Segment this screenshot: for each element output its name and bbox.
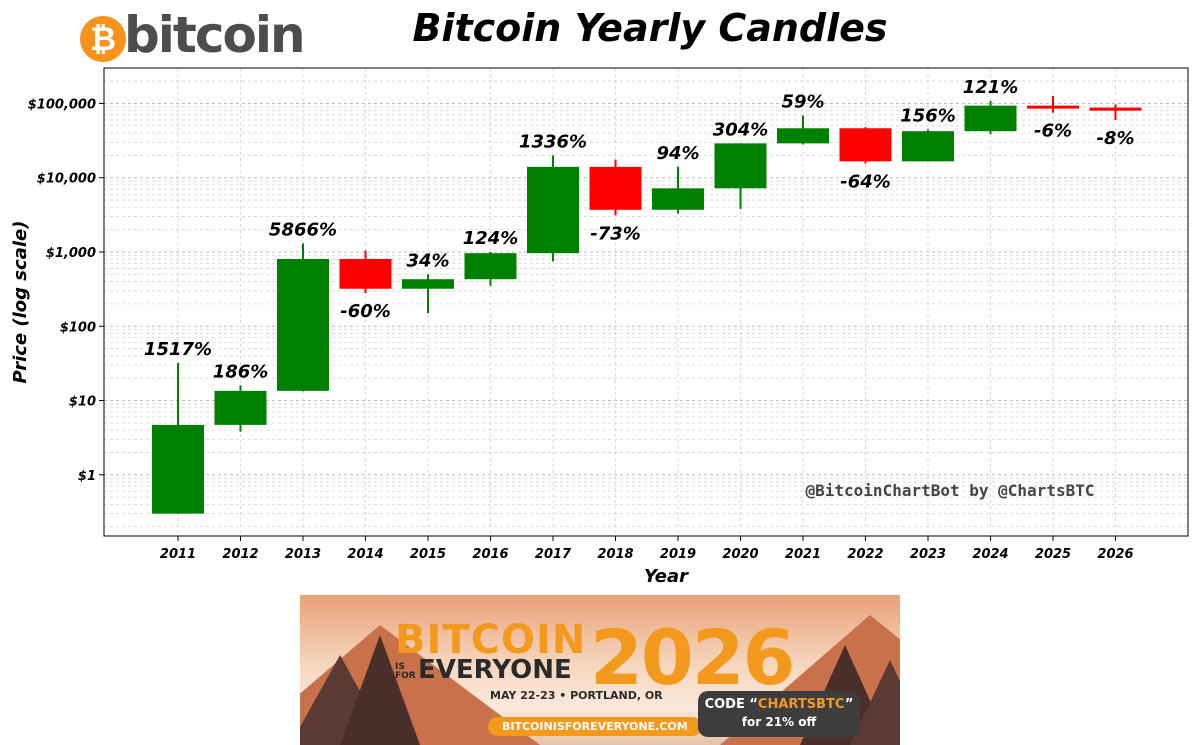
tree-shape	[340, 635, 420, 745]
candle-2015	[402, 274, 454, 314]
banner-year: 2026	[590, 613, 796, 702]
banner-is-for: IS FOR	[395, 662, 416, 681]
x-tick-label: 2025	[1035, 547, 1071, 562]
candle-2014	[339, 250, 392, 294]
bitcoin-logo-text: bitcoin	[124, 6, 306, 64]
x-tick-label: 2017	[535, 547, 572, 562]
candle-2013	[277, 243, 329, 392]
promo-code-suffix: ”	[844, 697, 854, 712]
x-tick-label: 2020	[722, 547, 758, 562]
candle-2011	[152, 363, 204, 514]
candle-2026	[1089, 104, 1142, 120]
y-tick-label: $100,000	[28, 97, 96, 112]
y-tick-label: $100	[60, 320, 96, 335]
candle-body	[652, 188, 704, 210]
candle-2023	[902, 129, 954, 162]
x-axis-label: Year	[644, 566, 689, 587]
candle-body	[339, 258, 392, 289]
promo-discount: for 21% off	[741, 715, 817, 729]
banner-url-button[interactable]: BITCOINISFOREVERYONE.COM	[488, 717, 702, 736]
promo-code: CHARTSBTC	[757, 697, 845, 712]
y-tick-label: $1,000	[46, 246, 96, 261]
candle-body	[1027, 105, 1079, 109]
promo-code-box: CODE “CHARTSBTC” for 21% off	[698, 691, 860, 737]
candle-2024	[964, 100, 1017, 135]
change-label: 5866%	[269, 220, 337, 241]
promo-code-prefix: CODE “	[704, 697, 758, 712]
plot-frame	[103, 67, 1189, 537]
candles	[152, 95, 1142, 514]
change-label: -6%	[1034, 121, 1072, 142]
x-tick-label: 2015	[410, 547, 446, 562]
x-tick-label: 2024	[972, 547, 1008, 562]
candle-body	[527, 166, 579, 254]
x-tick-label: 2011	[160, 547, 196, 562]
y-tick-label: $10	[69, 395, 96, 410]
x-tick-label: 2018	[597, 547, 633, 562]
grid-lines	[104, 67, 1188, 536]
event-banner[interactable]: BITCOIN IS FOR EVERYONE 2026 MAY 22-23 •…	[300, 595, 900, 745]
candle-body	[464, 253, 517, 280]
x-tick-label: 2021	[785, 547, 821, 562]
y-tick-label: $10,000	[37, 172, 96, 187]
change-label: 304%	[713, 119, 769, 140]
candle-body	[402, 279, 454, 289]
candle-body	[839, 128, 892, 162]
x-tick-label: 2014	[347, 547, 383, 562]
watermark: @BitcoinChartBot by @ChartsBTC	[806, 481, 1095, 500]
candle-2017	[527, 155, 579, 262]
change-label: 59%	[781, 91, 824, 112]
candle-2022	[839, 127, 892, 164]
change-label: 94%	[656, 143, 699, 164]
candle-body	[589, 166, 642, 210]
chart-title: Bitcoin Yearly Candles	[412, 6, 888, 50]
candle-2016	[464, 251, 517, 286]
candle-body	[214, 390, 267, 425]
candle-2021	[777, 115, 829, 145]
candle-body	[714, 143, 767, 189]
change-label: -73%	[590, 223, 641, 244]
change-label: -8%	[1096, 128, 1134, 149]
candle-2025	[1027, 95, 1079, 113]
promo-code-line: CODE “CHARTSBTC”	[698, 697, 860, 712]
x-tick-label: 2019	[660, 547, 696, 562]
banner-headline-bitcoin: BITCOIN	[395, 617, 587, 663]
change-label: -64%	[840, 172, 891, 193]
axis-ticks: $1 $10 $100 $1,000 $10,000 $100,000 2011 2012 20…	[28, 97, 1134, 562]
candle-body	[152, 424, 204, 514]
bitcoin-logo-icon: ₿	[80, 16, 126, 62]
change-label: 34%	[406, 250, 449, 271]
x-tick-label: 2013	[285, 547, 321, 562]
y-tick-label: $1	[78, 469, 96, 484]
banner-headline-everyone: EVERYONE	[418, 655, 572, 685]
change-label: 156%	[900, 105, 956, 126]
change-label: 1517%	[144, 339, 212, 360]
candlestick-chart: $1 $10 $100 $1,000 $10,000 $100,000 2011 2012 20…	[10, 67, 1189, 587]
candle-2019	[652, 166, 704, 214]
candle-body	[902, 131, 954, 162]
x-tick-label: 2022	[847, 547, 883, 562]
change-label: 186%	[213, 361, 269, 382]
bitcoin-logo: ₿ bitcoin	[80, 6, 306, 66]
candle-body	[277, 258, 329, 391]
x-tick-label: 2016	[472, 547, 508, 562]
candle-2020	[714, 143, 767, 209]
candle-body	[1089, 107, 1142, 111]
candle-2018	[589, 159, 642, 216]
change-labels: 1517%186% 5866% -60% 34% 124% 1336% -73% 94% 304…	[144, 77, 1135, 382]
candle-body	[777, 128, 829, 144]
change-label: 1336%	[519, 131, 587, 152]
x-tick-label: 2023	[910, 547, 946, 562]
banner-date-location: MAY 22-23 • PORTLAND, OR	[490, 689, 663, 702]
change-label: 124%	[463, 228, 519, 249]
change-label: -60%	[340, 301, 391, 322]
candle-body	[964, 105, 1017, 132]
x-tick-label: 2026	[1097, 547, 1133, 562]
y-axis-label: Price (log scale)	[10, 221, 31, 384]
x-tick-label: 2012	[222, 547, 258, 562]
change-label: 121%	[963, 77, 1019, 98]
candle-2012	[214, 385, 267, 432]
